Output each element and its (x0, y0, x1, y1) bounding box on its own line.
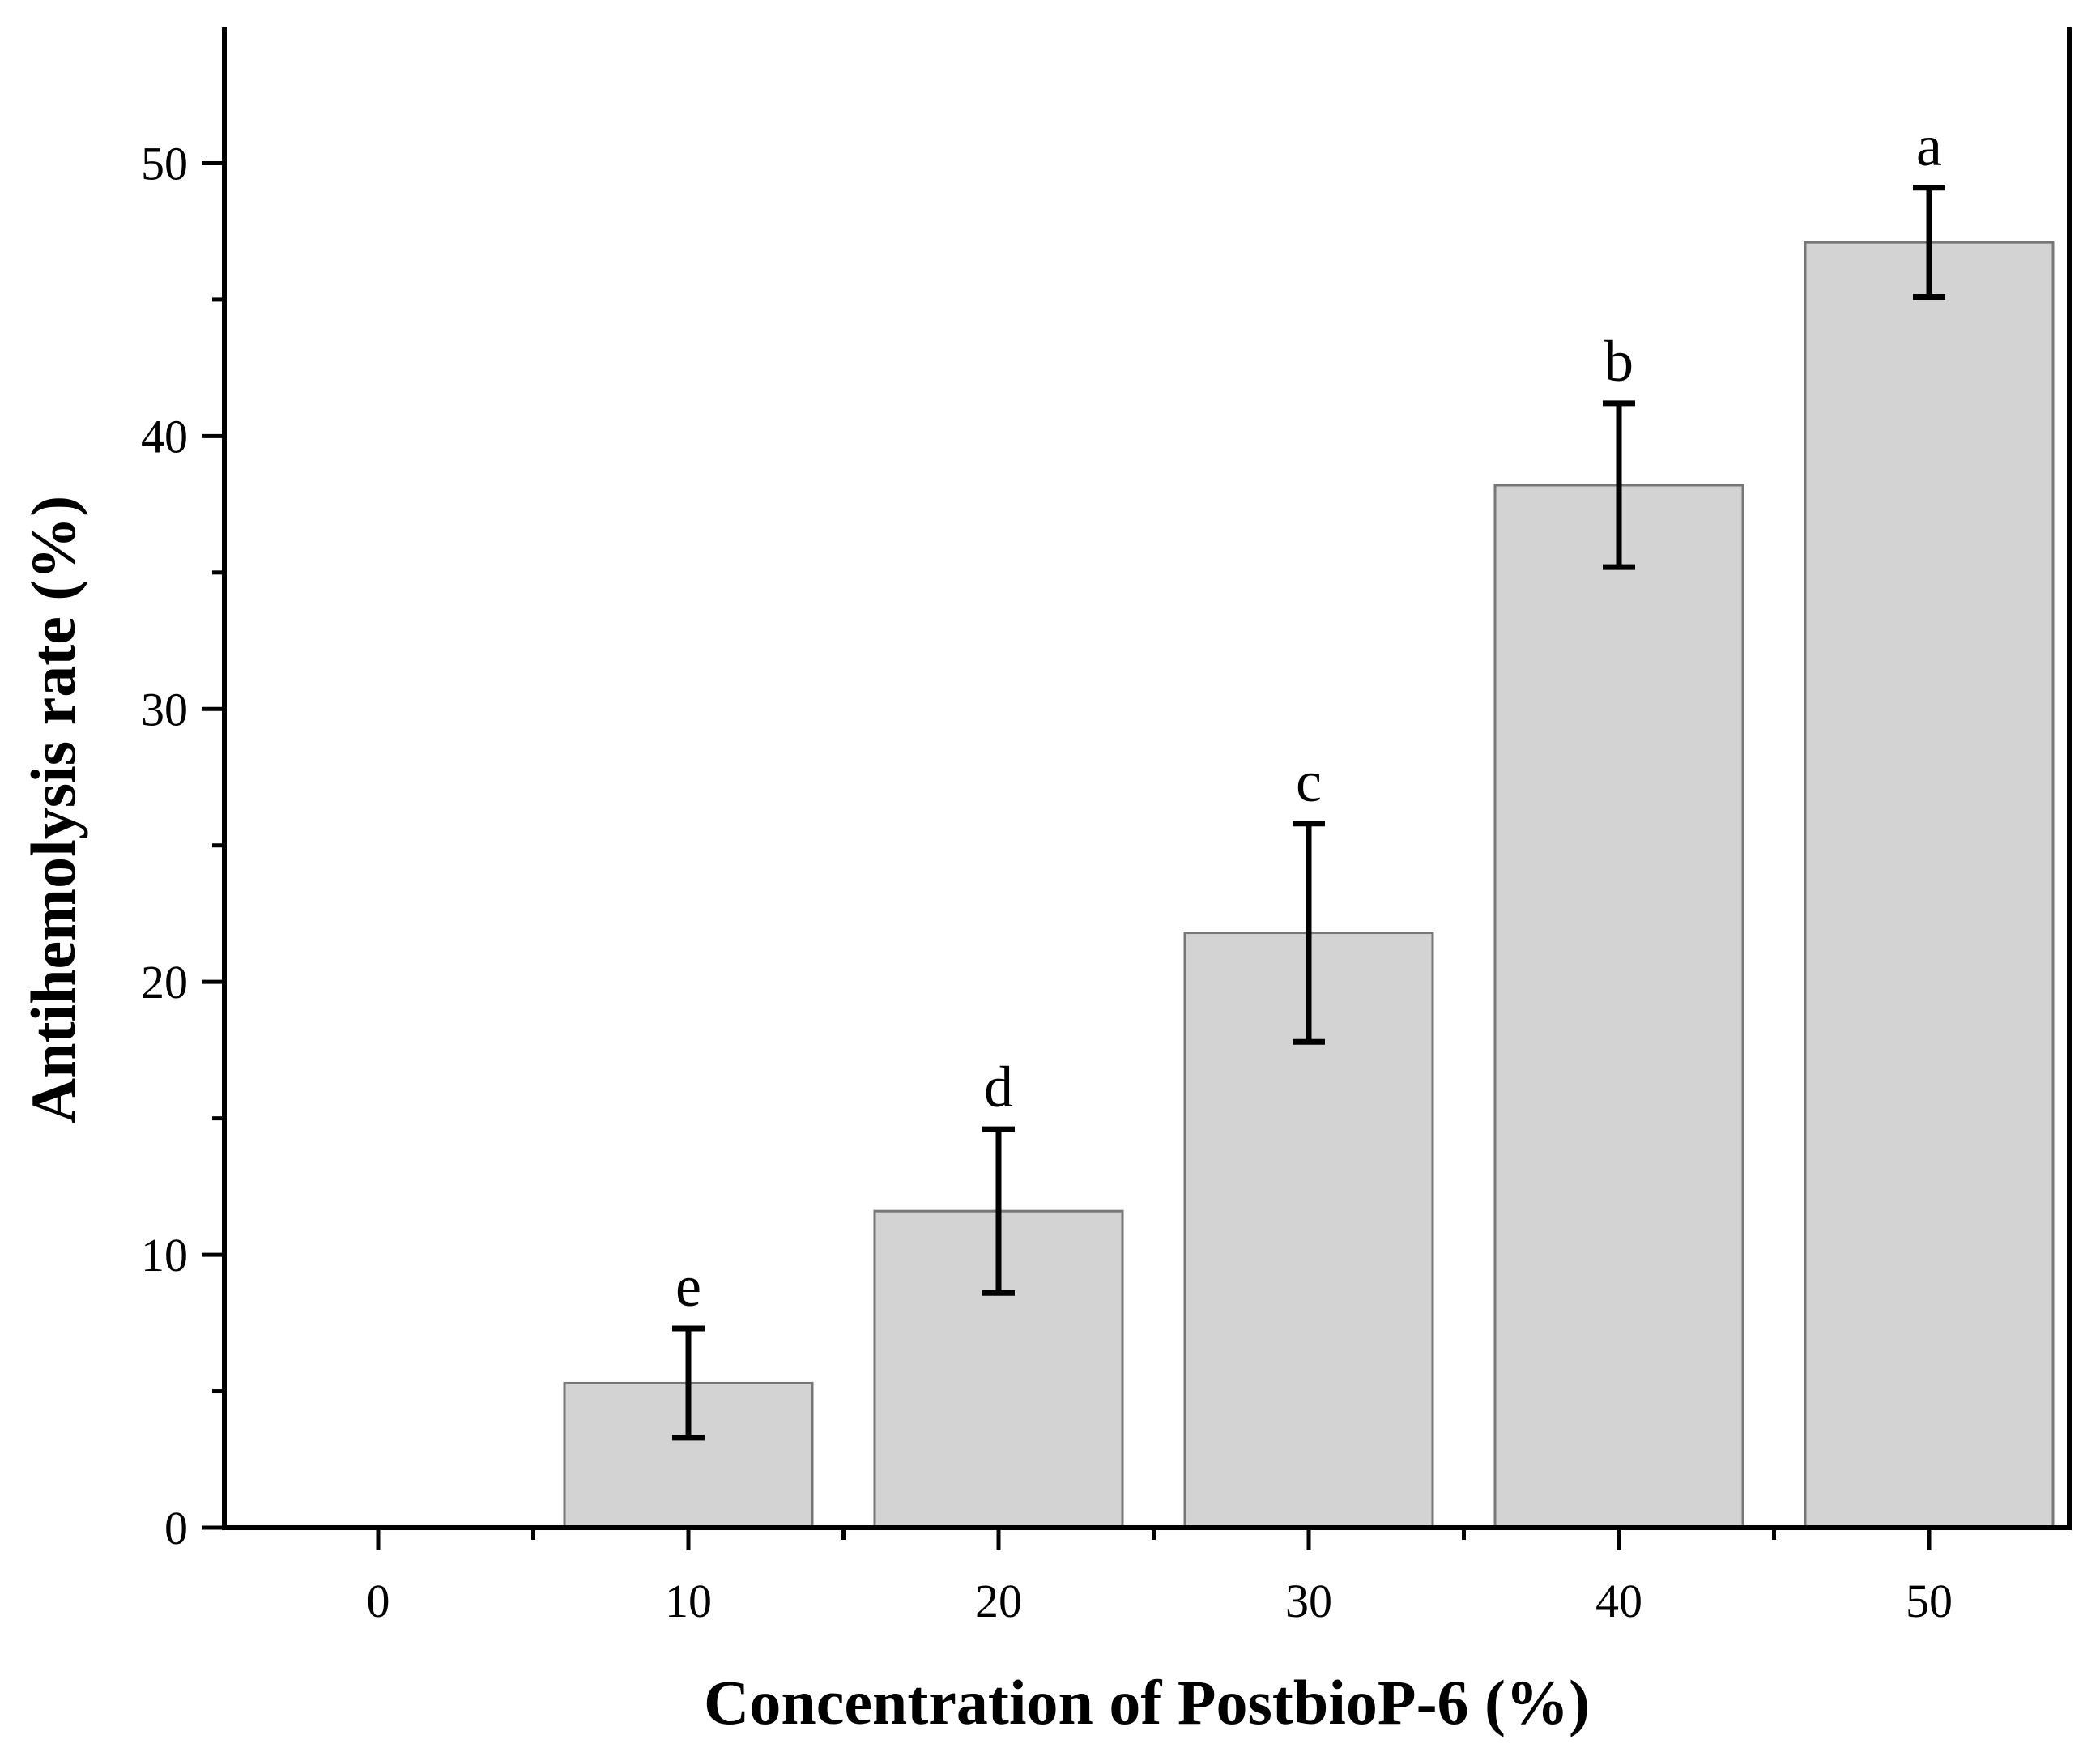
y-tick-label-10: 10 (141, 1229, 188, 1281)
significance-label-10: e (675, 1254, 701, 1319)
plot-frame (222, 27, 2072, 1530)
y-tick-label-30: 30 (141, 683, 188, 735)
significance-label-20: d (984, 1055, 1013, 1119)
x-axis-ticks: 0 10 20 30 40 50 (367, 1528, 1953, 1627)
significance-label-40: b (1604, 329, 1634, 394)
error-bar-20 (982, 1126, 1015, 1296)
x-tick-label-0: 0 (367, 1575, 390, 1627)
y-tick-label-0: 0 (164, 1502, 188, 1554)
bar-40 (1493, 484, 1744, 1529)
y-axis-ticks: 0 10 20 30 40 50 (141, 137, 224, 1554)
x-tick-label-50: 50 (1906, 1575, 1953, 1627)
error-bar-50 (1913, 185, 1945, 301)
significance-label-50: a (1916, 113, 1942, 178)
bar-50 (1804, 241, 2055, 1529)
significance-labels-layer: e d c b a (675, 113, 1942, 1319)
error-bars-layer (672, 185, 1945, 1441)
error-bar-10 (672, 1325, 705, 1441)
x-axis-title: Concentration of PostbioP-6 (%) (704, 1667, 1590, 1737)
x-tick-label-20: 20 (975, 1575, 1022, 1627)
y-tick-label-40: 40 (141, 410, 188, 463)
significance-label-30: c (1296, 749, 1322, 814)
y-tick-label-50: 50 (141, 137, 188, 190)
x-tick-label-40: 40 (1595, 1575, 1642, 1627)
x-tick-label-10: 10 (665, 1575, 712, 1627)
error-bar-30 (1293, 821, 1325, 1045)
y-tick-label-20: 20 (141, 956, 188, 1008)
error-bar-40 (1603, 400, 1635, 570)
y-axis-title: Antihemolysis rate (%) (18, 496, 88, 1124)
axes-layer (222, 27, 2072, 1530)
x-tick-label-30: 30 (1285, 1575, 1332, 1627)
